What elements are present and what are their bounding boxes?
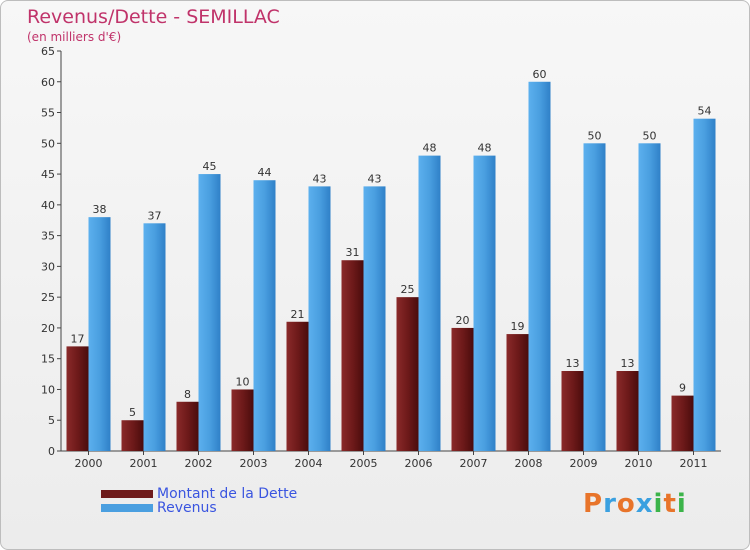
bar-revenus-2002 <box>198 174 221 452</box>
legend-swatch-revenus <box>101 504 153 512</box>
logo-letter: i <box>676 489 687 519</box>
data-label-dette-2001: 5 <box>129 406 136 419</box>
y-tick-label: 15 <box>41 353 55 366</box>
bar-dette-2006 <box>396 297 419 451</box>
logo-letter: i <box>653 489 664 519</box>
logo-letter: r <box>603 489 617 519</box>
bar-dette-2003 <box>231 389 254 451</box>
chart-subtitle: (en milliers d'€) <box>27 30 122 44</box>
data-label-dette-2003: 10 <box>236 375 250 388</box>
data-label-revenus-2009: 50 <box>588 129 602 142</box>
x-tick-label: 2011 <box>680 457 708 470</box>
x-tick-label: 2010 <box>625 457 653 470</box>
data-label-revenus-2002: 45 <box>203 160 217 173</box>
data-label-revenus-2008: 60 <box>533 68 547 81</box>
data-label-revenus-2003: 44 <box>258 166 272 179</box>
bar-revenus-2009 <box>583 143 606 452</box>
data-label-revenus-2011: 54 <box>698 105 712 118</box>
y-tick-label: 45 <box>41 168 55 181</box>
x-tick-label: 2005 <box>350 457 378 470</box>
data-label-dette-2008: 19 <box>511 320 525 333</box>
legend-label-revenus: Revenus <box>157 500 217 516</box>
legend-item-revenus: Revenus <box>101 501 297 515</box>
data-label-dette-2005: 31 <box>346 246 360 259</box>
bar-revenus-2003 <box>253 180 276 451</box>
x-tick-label: 2001 <box>130 457 158 470</box>
axes: 0 5 10 15 20 25 30 35 40 45 50 55 60 65 2000 2001 2002 20… <box>41 45 721 470</box>
y-tick-label: 5 <box>48 414 55 427</box>
data-label-revenus-2004: 43 <box>313 172 327 185</box>
data-label-dette-2011: 9 <box>679 382 686 395</box>
y-tick-label: 50 <box>41 137 55 150</box>
data-label-revenus-2006: 48 <box>423 142 437 155</box>
bar-revenus-2010 <box>638 143 661 452</box>
x-tick-label: 2009 <box>570 457 598 470</box>
proxiti-logo: Proxiti <box>583 489 687 519</box>
y-tick-label: 30 <box>41 260 55 273</box>
bar-dette-2004 <box>286 321 309 451</box>
data-label-revenus-2001: 37 <box>148 209 162 222</box>
x-tick-label: 2002 <box>185 457 213 470</box>
bar-dette-2009 <box>561 371 584 451</box>
bar-revenus-2000 <box>88 217 111 451</box>
data-labels: 17 38 5 37 8 45 10 44 21 43 31 43 25 48 20 48 19 60 13 50 13… <box>71 68 712 419</box>
bar-dette-2000 <box>66 346 89 451</box>
bar-revenus-2004 <box>308 186 331 451</box>
y-tick-label: 55 <box>41 107 55 120</box>
bar-revenus-2006 <box>418 155 441 451</box>
x-tick-label: 2000 <box>75 457 103 470</box>
data-label-dette-2002: 8 <box>184 388 191 401</box>
data-label-dette-2010: 13 <box>621 357 635 370</box>
data-label-revenus-2000: 38 <box>93 203 107 216</box>
y-tick-label: 60 <box>41 76 55 89</box>
x-tick-label: 2004 <box>295 457 323 470</box>
data-label-dette-2009: 13 <box>566 357 580 370</box>
bar-dette-2011 <box>671 395 694 451</box>
bar-revenus-2007 <box>473 155 496 451</box>
bar-revenus-2011 <box>693 118 716 451</box>
bar-revenus-2005 <box>363 186 386 451</box>
y-tick-label: 65 <box>41 45 55 58</box>
data-label-dette-2000: 17 <box>71 332 85 345</box>
logo-letter: x <box>635 489 654 519</box>
bars <box>66 81 716 452</box>
data-label-revenus-2010: 50 <box>643 129 657 142</box>
bar-dette-2005 <box>341 260 364 451</box>
data-label-dette-2006: 25 <box>401 283 415 296</box>
bar-dette-2010 <box>616 371 639 451</box>
logo-letter: P <box>583 489 604 519</box>
logo-letter: o <box>616 489 636 519</box>
y-tick-label: 35 <box>41 230 55 243</box>
y-tick-label: 10 <box>41 383 55 396</box>
bar-revenus-2008 <box>528 81 551 452</box>
chart-title: Revenus/Dette - SEMILLAC <box>27 6 280 28</box>
x-tick-label: 2007 <box>460 457 488 470</box>
legend-label-dette: Montant de la Dette <box>157 486 298 502</box>
y-tick-label: 0 <box>48 445 55 458</box>
y-tick-label: 20 <box>41 322 55 335</box>
y-tick-label: 40 <box>41 199 55 212</box>
x-tick-label: 2008 <box>515 457 543 470</box>
bar-dette-2008 <box>506 334 529 451</box>
x-tick-label: 2003 <box>240 457 268 470</box>
y-tick-label: 25 <box>41 291 55 304</box>
data-label-revenus-2007: 48 <box>478 142 492 155</box>
legend-item-dette: Montant de la Dette <box>101 487 297 501</box>
data-label-dette-2007: 20 <box>456 314 470 327</box>
data-label-revenus-2005: 43 <box>368 172 382 185</box>
bar-dette-2007 <box>451 327 474 451</box>
bar-revenus-2001 <box>143 223 166 451</box>
logo-letter: t <box>663 489 677 519</box>
bar-dette-2002 <box>176 401 199 451</box>
bar-dette-2001 <box>121 420 144 451</box>
legend: Montant de la Dette Revenus <box>101 487 297 515</box>
legend-swatch-dette <box>101 490 153 498</box>
data-label-dette-2004: 21 <box>291 308 305 321</box>
x-tick-label: 2006 <box>405 457 433 470</box>
